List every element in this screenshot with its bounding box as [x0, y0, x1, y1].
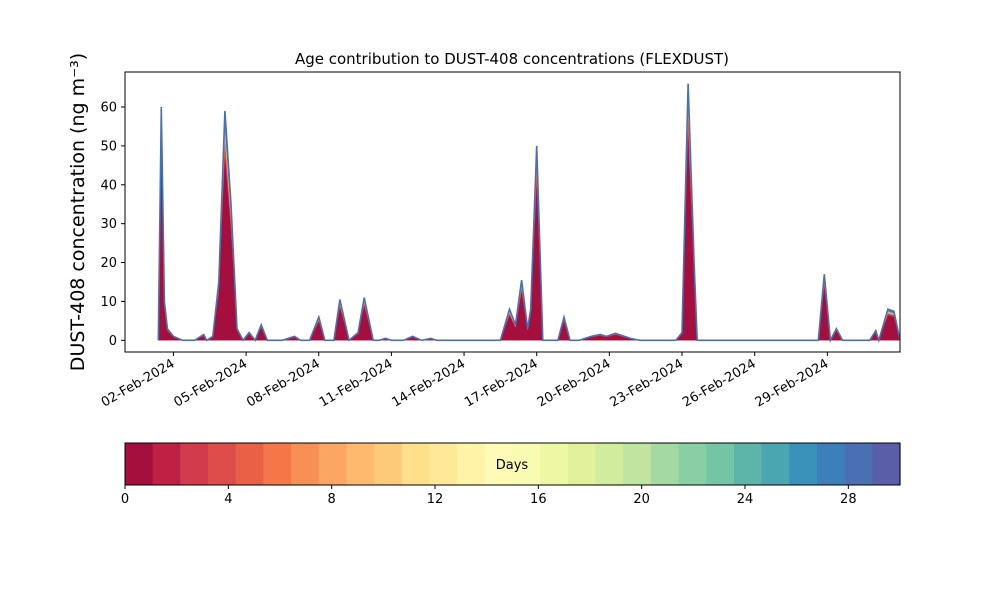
- age-band-0-1d-area: [158, 135, 901, 341]
- x-axis: 02-Feb-202405-Feb-202408-Feb-202411-Feb-…: [99, 352, 831, 410]
- colorbar-swatch: [401, 443, 431, 485]
- plot-area: [124, 71, 901, 353]
- colorbar-swatch: [457, 443, 486, 485]
- colorbar-swatch: [733, 443, 763, 485]
- x-tick-label: 29-Feb-2024: [753, 356, 832, 410]
- colorbar-swatch: [540, 443, 569, 485]
- colorbar-swatch: [429, 443, 458, 485]
- y-axis-label: DUST-408 concentration (ng m⁻³): [67, 53, 89, 371]
- colorbar-swatch: [844, 443, 873, 485]
- colorbar-tick-label: 12: [427, 492, 444, 507]
- colorbar-swatch: [678, 443, 707, 485]
- x-tick-label: 23-Feb-2024: [607, 356, 686, 410]
- y-tick-label: 0: [109, 334, 117, 349]
- colorbar-swatch: [816, 443, 846, 485]
- age-band-28-30d-area: [158, 83, 901, 341]
- colorbar-swatch: [789, 443, 818, 485]
- age-band-5-25d-area: [158, 101, 901, 341]
- colorbar-swatch: [650, 443, 680, 485]
- colorbar-tick-label: 0: [121, 492, 129, 507]
- colorbar: 0 4 8 12 16 20 24 28: [121, 442, 901, 507]
- y-tick-label: 20: [100, 256, 117, 271]
- age-band-3-5d-area: [158, 109, 901, 341]
- colorbar-swatch: [263, 443, 292, 485]
- chart-title: Age contribution to DUST-408 concentrati…: [295, 50, 729, 68]
- colorbar-tick-label: 24: [737, 492, 754, 507]
- y-tick-label: 10: [100, 295, 117, 310]
- x-tick-label: 11-Feb-2024: [317, 356, 396, 410]
- colorbar-swatch: [567, 443, 597, 485]
- colorbar-swatch: [706, 443, 735, 485]
- age-band-1-3d-area: [158, 119, 901, 341]
- colorbar-swatch: [318, 443, 348, 485]
- colorbar-label: Days: [496, 458, 529, 473]
- colorbar-swatch: [761, 443, 790, 485]
- colorbar-swatch: [512, 443, 541, 485]
- colorbar-swatch: [346, 443, 375, 485]
- colorbar-swatch: [180, 443, 209, 485]
- x-tick-label: 02-Feb-2024: [99, 356, 178, 410]
- colorbar-swatch: [872, 443, 901, 485]
- colorbar-swatch: [235, 443, 264, 485]
- y-tick-label: 40: [100, 178, 117, 193]
- x-tick-label: 17-Feb-2024: [462, 356, 541, 410]
- colorbar-swatch: [623, 443, 652, 485]
- colorbar-tick-label: 8: [328, 492, 336, 507]
- x-tick-label: 26-Feb-2024: [680, 356, 759, 410]
- colorbar-tick-label: 16: [530, 492, 547, 507]
- x-tick-label: 14-Feb-2024: [390, 356, 469, 410]
- colorbar-swatch: [484, 443, 514, 485]
- colorbar-tick-label: 20: [633, 492, 650, 507]
- age-band-25-28d-area: [158, 91, 901, 341]
- total-concentration-line: [157, 83, 901, 344]
- x-tick-label: 08-Feb-2024: [244, 356, 323, 410]
- y-axis: 0 10 20 30 40 50 60: [100, 101, 125, 349]
- colorbar-swatch: [125, 443, 154, 485]
- colorbar-swatch: [595, 443, 624, 485]
- colorbar-swatch: [208, 443, 237, 485]
- plot-frame: [124, 71, 901, 353]
- x-tick-label: 20-Feb-2024: [535, 356, 614, 410]
- y-tick-label: 50: [100, 139, 117, 154]
- colorbar-swatch: [291, 443, 320, 485]
- x-tick-label: 05-Feb-2024: [172, 356, 251, 410]
- y-tick-label: 30: [100, 217, 117, 232]
- colorbar-swatch: [152, 443, 181, 485]
- colorbar-frame: [124, 442, 901, 486]
- colorbar-tick-label: 28: [840, 492, 857, 507]
- y-tick-label: 60: [100, 101, 117, 116]
- colorbar-tick-label: 4: [224, 492, 232, 507]
- colorbar-swatch: [374, 443, 403, 485]
